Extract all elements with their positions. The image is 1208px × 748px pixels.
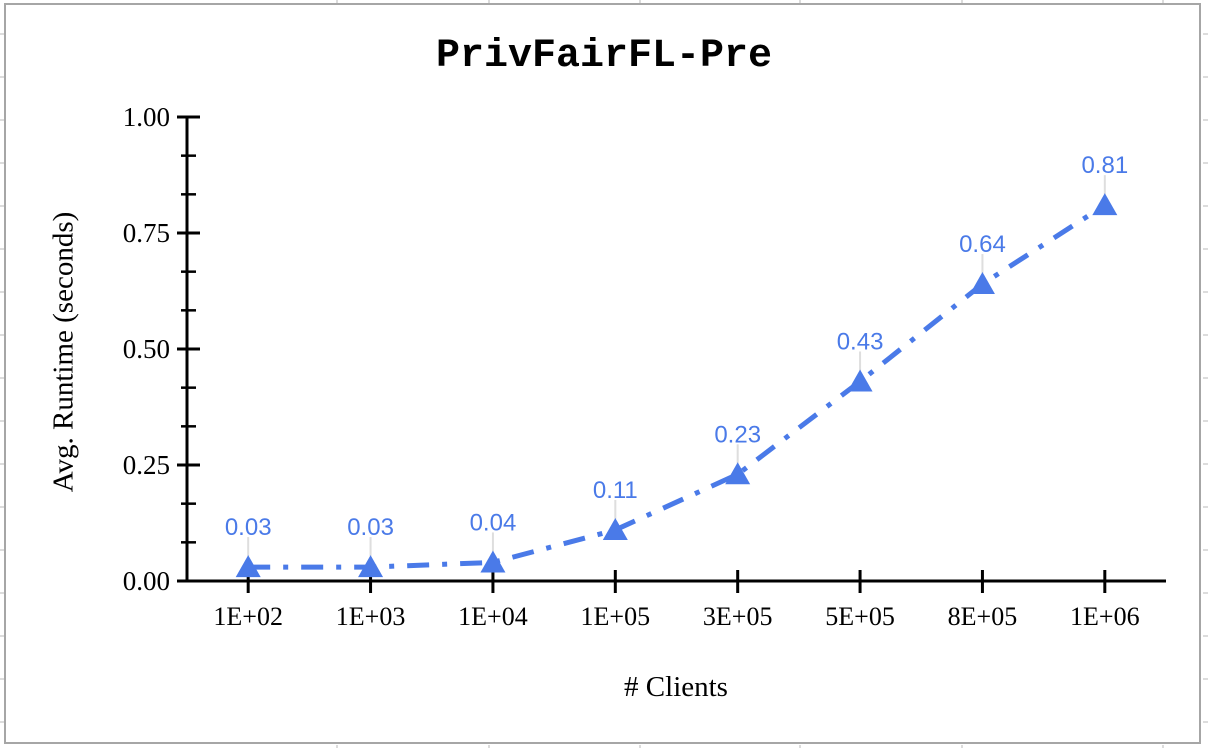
y-tick-label: 1.00 [123,102,170,132]
data-point-marker[interactable] [235,555,261,578]
x-tick-label: 1E+02 [213,602,283,631]
data-label: 0.64 [959,231,1006,258]
data-point-marker[interactable] [1092,193,1118,216]
data-label: 0.81 [1081,152,1128,179]
data-point-marker[interactable] [847,369,873,392]
y-tick-label: 0.50 [123,334,170,364]
x-tick-label: 1E+05 [581,602,651,631]
x-tick-label: 1E+04 [458,602,528,631]
series-line [248,203,1107,570]
chart-title: PrivFairFL-Pre [435,34,773,79]
x-tick-label: 8E+05 [948,602,1018,631]
y-axis-title: Avg. Runtime (seconds) [47,211,80,493]
data-point-marker[interactable] [358,555,384,578]
x-tick-label: 1E+03 [336,602,406,631]
data-point-marker[interactable] [725,462,751,485]
x-axis-title: # Clients [624,671,728,703]
data-label: 0.43 [837,328,884,355]
data-point-marker[interactable] [602,517,628,540]
data-label: 0.03 [225,514,272,541]
data-point-marker[interactable] [480,550,506,573]
y-tick-label: 0.00 [123,566,170,596]
data-label: 0.03 [347,514,394,541]
x-tick-label: 1E+06 [1070,602,1140,631]
data-label: 0.11 [593,477,638,504]
x-tick-label: 3E+05 [703,602,773,631]
chart-border[interactable] [4,3,1201,744]
data-label: 0.04 [470,509,517,536]
data-label: 0.23 [714,421,761,448]
x-tick-label: 5E+05 [825,602,895,631]
y-tick-label: 0.75 [123,218,170,248]
y-tick-label: 0.25 [123,450,170,480]
data-point-marker[interactable] [969,272,995,295]
